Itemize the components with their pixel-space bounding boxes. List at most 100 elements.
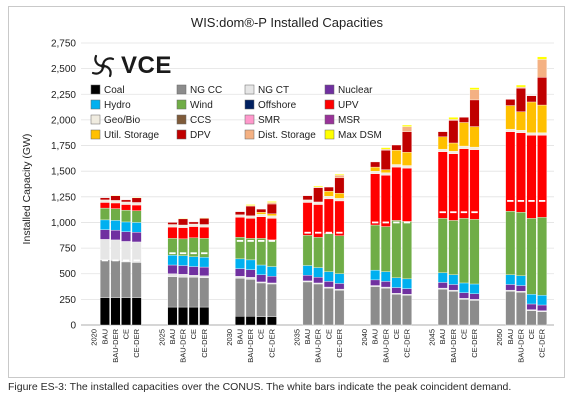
bar-segment-geo-bio (469, 146, 480, 150)
bar-segment-max-dsm (537, 56, 547, 60)
peak-demand-marker (439, 211, 446, 214)
year-label: 2050 (495, 329, 504, 346)
y-tick-label: 2,500 (51, 64, 76, 75)
bar-segment-wind (505, 210, 516, 275)
peak-demand-marker (236, 240, 244, 242)
bar-segment-dpv (245, 205, 256, 216)
bar-segment-hydro (402, 278, 412, 289)
bar-segment-coal (266, 316, 277, 326)
bar-segment-coal (256, 316, 267, 326)
bar-segment-dpv (110, 195, 121, 201)
bar-segment-upv (266, 218, 277, 241)
vce-logo: VCE (89, 51, 172, 81)
bar-segment-dpv (121, 199, 131, 203)
bar-segment-nuclear (370, 279, 381, 286)
scenario-label: CE (527, 329, 536, 339)
bar-segment-max-dsm (402, 124, 412, 127)
bar-segment-dpv (100, 197, 110, 201)
y-tick-label: 500 (59, 269, 76, 280)
legend-label: MSR (338, 115, 360, 126)
bars (100, 56, 547, 326)
bar-segment-ng-cc (235, 278, 245, 317)
bar-segment-util-storage (370, 166, 381, 172)
bar-segment-hydro (391, 277, 402, 288)
bar-segment-wind (459, 218, 469, 284)
bar-segment-geo-bio (188, 223, 199, 227)
bar-segment-dpv (256, 208, 267, 213)
legend-label: NG CC (190, 85, 222, 96)
bar-segment-nuclear (266, 276, 277, 284)
bar-segment-hydro (178, 255, 188, 266)
bar-segment-dpv (370, 161, 381, 168)
legend-swatch (324, 84, 335, 95)
bar-segment-max-dsm (110, 195, 121, 196)
bar-segment-nuclear (323, 281, 334, 288)
legend-swatch (90, 129, 101, 140)
bar-segment-dpv (334, 177, 345, 194)
bar-segment-util-storage (459, 122, 469, 147)
bar-segment-coal (188, 306, 199, 326)
bar-segment-geo-bio (537, 132, 547, 136)
year-label: 2045 (428, 329, 437, 346)
legend-swatch (244, 84, 255, 95)
peak-demand-marker (460, 211, 468, 214)
bar-segment-geo-bio (526, 132, 537, 136)
bar-segment-ng-cc (437, 288, 448, 326)
legend-label: NG CT (258, 85, 289, 96)
bar-segment-geo-bio (256, 214, 267, 217)
bar-segment-upv (402, 167, 412, 222)
legend-label: DPV (190, 130, 211, 141)
scenario-label: CE (189, 329, 198, 339)
bar-segment-hydro (437, 272, 448, 283)
bar-segment-coal (131, 297, 142, 326)
bar-segment-hydro (469, 283, 480, 294)
scenario-label: CE-DER (267, 328, 276, 357)
scenario-label: BAU-DER (246, 328, 255, 362)
bar-segment-hydro (459, 282, 469, 293)
scenario-label: BAU (303, 329, 312, 344)
bar-segment-nuclear (537, 304, 547, 311)
bar-segment-dpv (402, 131, 412, 153)
bar-segment-geo-bio (323, 196, 334, 200)
bar-segment-wind (121, 209, 131, 223)
legend-swatch (90, 84, 101, 95)
bar-segment-nuclear (188, 266, 199, 276)
bar-segment-util-storage (505, 105, 516, 130)
bar-segment-nuclear (459, 292, 469, 299)
peak-demand-marker (315, 231, 322, 234)
legend-swatch (324, 114, 335, 125)
bar-segment-dpv (266, 203, 277, 214)
bar-segment-upv (391, 166, 402, 221)
bar-segment-geo-bio (131, 202, 142, 206)
bar-segment-geo-bio (402, 165, 412, 169)
bar-segment-dpv (302, 195, 313, 201)
bar-segment-geo-bio (370, 171, 381, 174)
bar-segment-hydro (323, 271, 334, 282)
scenario-label: CE-DER (335, 328, 344, 357)
bar-segment-coal (100, 297, 110, 326)
bar-segment-hydro (100, 219, 110, 230)
bar-segment-wind (537, 217, 547, 296)
scenario-label: CE (122, 329, 131, 339)
bar-segment-hydro (245, 259, 256, 270)
bar-segment-nuclear (380, 281, 391, 288)
bar-segment-upv (448, 153, 459, 221)
bar-segment-dpv (235, 211, 245, 215)
bar-segment-hydro (235, 258, 245, 269)
bar-segment-ng-cc (178, 277, 188, 308)
bar-segment-wind (131, 210, 142, 223)
bar-segment-max-dsm (178, 218, 188, 220)
bar-segment-ng-ct (178, 274, 188, 278)
bar-segment-upv (459, 148, 469, 219)
y-tick-labels: 0 250 500 750 1,000 1,250 1,500 1,750 2,000 2,250… (51, 39, 76, 332)
bar-segment-upv (437, 151, 448, 219)
bar-segment-dpv (526, 95, 537, 103)
scenario-label: BAU-DER (449, 328, 458, 362)
bar-segment-dpv (448, 120, 459, 144)
year-label: 2040 (360, 329, 369, 346)
bar-segment-geo-bio (266, 215, 277, 219)
peak-demand-marker (507, 200, 514, 202)
bar-segment-nuclear (469, 293, 480, 300)
bar-segment-nuclear (313, 277, 324, 284)
peak-demand-marker (122, 259, 130, 262)
